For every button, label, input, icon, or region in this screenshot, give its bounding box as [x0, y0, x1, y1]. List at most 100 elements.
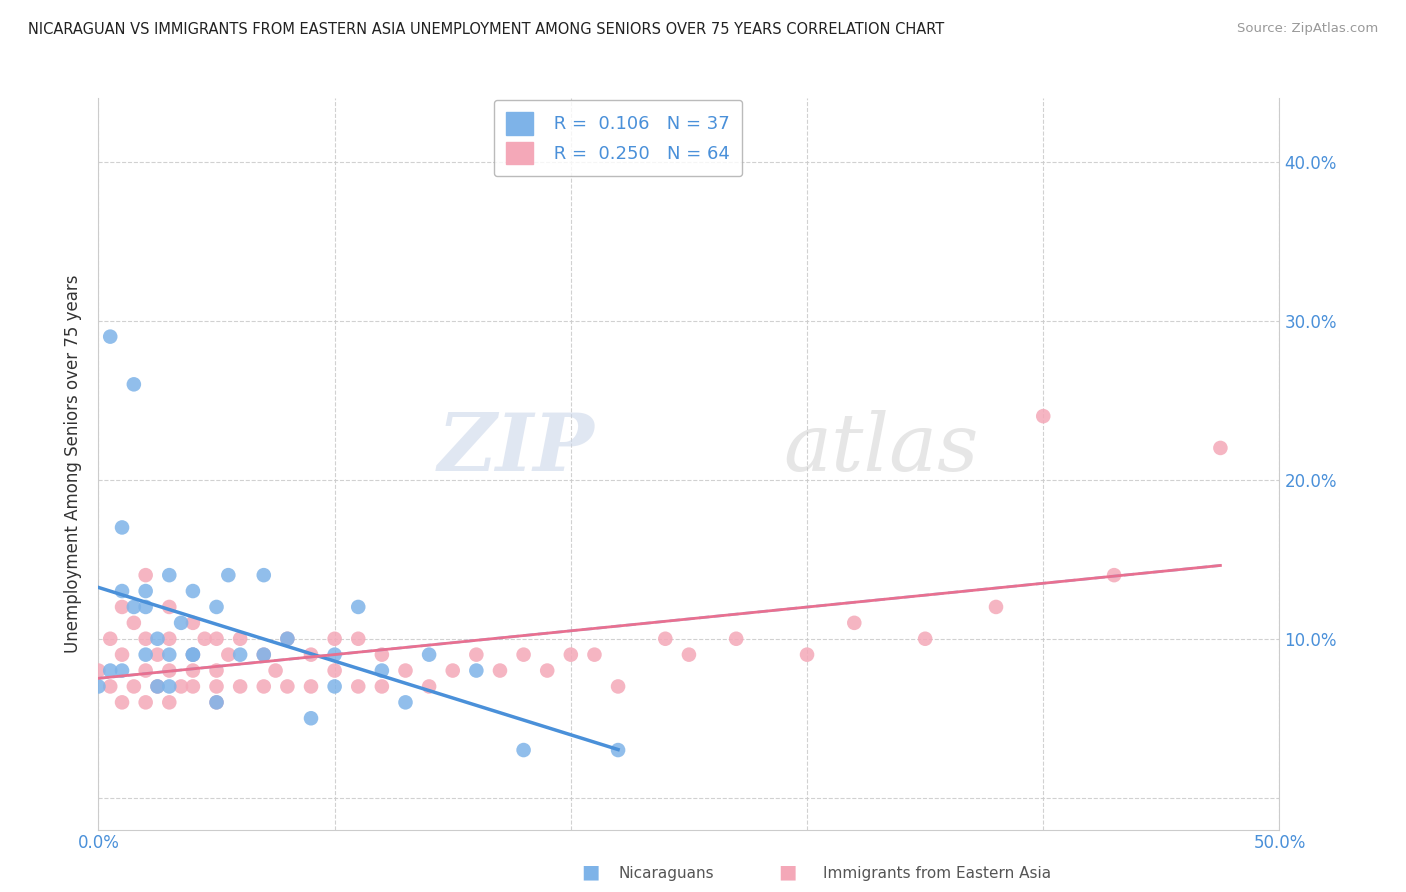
Point	[181, 615, 204, 630]
Point	[98, 329, 121, 343]
Point	[205, 599, 228, 614]
Point	[135, 632, 157, 646]
Point	[418, 680, 440, 694]
Text: Nicaraguans: Nicaraguans	[619, 866, 714, 881]
Point	[181, 648, 204, 662]
Point	[146, 648, 169, 662]
Point	[465, 648, 488, 662]
Legend:  R =  0.106   N = 37,  R =  0.250   N = 64: R = 0.106 N = 37, R = 0.250 N = 64	[494, 100, 742, 177]
Point	[276, 680, 298, 694]
Point	[796, 648, 818, 662]
Point	[984, 599, 1007, 614]
Point	[122, 377, 145, 392]
Point	[1032, 409, 1054, 424]
Text: Immigrants from Eastern Asia: Immigrants from Eastern Asia	[823, 866, 1050, 881]
Y-axis label: Unemployment Among Seniors over 75 years: Unemployment Among Seniors over 75 years	[65, 275, 83, 653]
Point	[264, 664, 287, 678]
Point	[146, 680, 169, 694]
Point	[844, 615, 866, 630]
Point	[323, 648, 346, 662]
Point	[157, 632, 180, 646]
Point	[253, 648, 276, 662]
Point	[489, 664, 512, 678]
Text: Source: ZipAtlas.com: Source: ZipAtlas.com	[1237, 22, 1378, 36]
Point	[98, 664, 121, 678]
Point	[347, 599, 370, 614]
Point	[394, 664, 416, 678]
Point	[111, 648, 134, 662]
Point	[418, 648, 440, 662]
Point	[229, 632, 252, 646]
Point	[678, 648, 700, 662]
Point	[276, 632, 298, 646]
Point	[98, 680, 121, 694]
Point	[157, 680, 180, 694]
Text: NICARAGUAN VS IMMIGRANTS FROM EASTERN ASIA UNEMPLOYMENT AMONG SENIORS OVER 75 YE: NICARAGUAN VS IMMIGRANTS FROM EASTERN AS…	[28, 22, 945, 37]
Point	[217, 568, 239, 582]
Point	[111, 695, 134, 709]
Point	[122, 599, 145, 614]
Point	[560, 648, 582, 662]
Point	[465, 664, 488, 678]
Point	[181, 664, 204, 678]
Point	[111, 584, 134, 599]
Point	[371, 664, 394, 678]
Point	[299, 680, 322, 694]
Point	[157, 695, 180, 709]
Text: atlas: atlas	[783, 410, 979, 488]
Point	[111, 520, 134, 534]
Point	[512, 743, 534, 757]
Point	[135, 584, 157, 599]
Point	[146, 632, 169, 646]
Point	[205, 695, 228, 709]
Point	[205, 680, 228, 694]
Point	[512, 648, 534, 662]
Point	[394, 695, 416, 709]
Point	[87, 680, 110, 694]
Point	[98, 632, 121, 646]
Point	[1209, 441, 1232, 455]
Point	[205, 664, 228, 678]
Point	[725, 632, 748, 646]
Point	[146, 680, 169, 694]
Point	[229, 680, 252, 694]
Point	[181, 680, 204, 694]
Point	[122, 680, 145, 694]
Point	[181, 648, 204, 662]
Point	[323, 632, 346, 646]
Point	[253, 568, 276, 582]
Point	[654, 632, 676, 646]
Text: ■: ■	[581, 863, 600, 881]
Point	[607, 680, 630, 694]
Point	[229, 648, 252, 662]
Point	[914, 632, 936, 646]
Text: ■: ■	[778, 863, 797, 881]
Point	[299, 711, 322, 725]
Point	[170, 615, 193, 630]
Point	[111, 599, 134, 614]
Point	[87, 664, 110, 678]
Point	[347, 632, 370, 646]
Point	[181, 584, 204, 599]
Point	[323, 680, 346, 694]
Point	[111, 664, 134, 678]
Point	[441, 664, 464, 678]
Point	[135, 648, 157, 662]
Point	[122, 615, 145, 630]
Point	[253, 680, 276, 694]
Point	[135, 568, 157, 582]
Point	[135, 695, 157, 709]
Point	[347, 680, 370, 694]
Point	[135, 599, 157, 614]
Point	[299, 648, 322, 662]
Point	[1102, 568, 1125, 582]
Point	[583, 648, 606, 662]
Point	[371, 680, 394, 694]
Point	[194, 632, 217, 646]
Point	[276, 632, 298, 646]
Point	[157, 648, 180, 662]
Point	[253, 648, 276, 662]
Point	[607, 743, 630, 757]
Point	[217, 648, 239, 662]
Point	[157, 568, 180, 582]
